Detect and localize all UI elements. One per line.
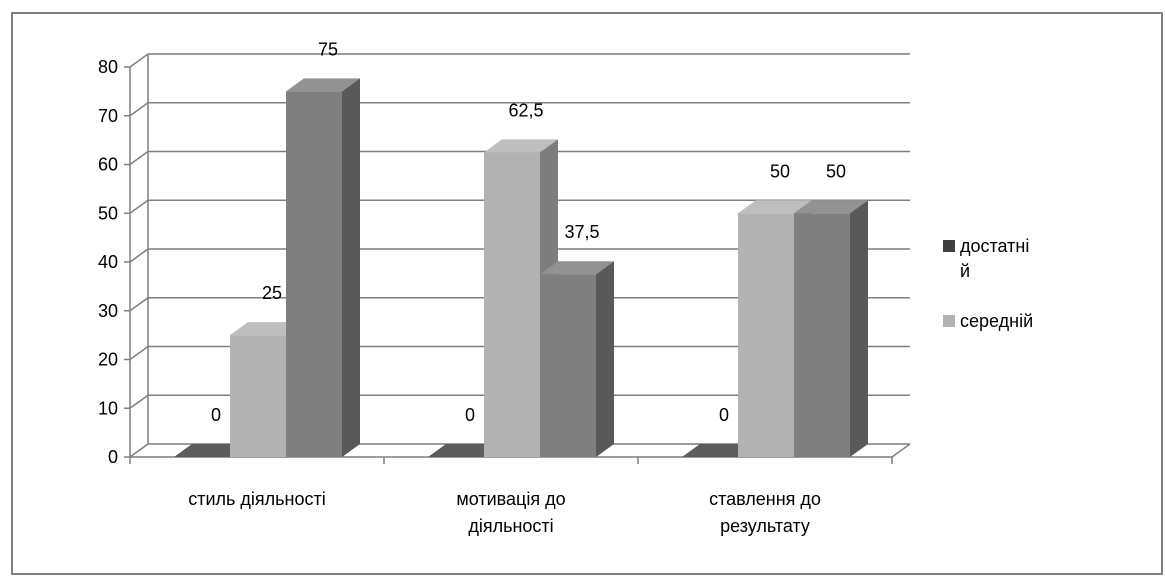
- data-label: 62,5: [508, 100, 543, 120]
- x-category-label: мотивація до: [456, 489, 565, 509]
- bar-top: [428, 444, 502, 457]
- bar-top: [794, 200, 868, 214]
- bar-top: [174, 444, 248, 457]
- y-tick-label: 70: [98, 106, 118, 126]
- x-category-label: ставлення до: [709, 489, 821, 509]
- data-label: 37,5: [564, 222, 599, 242]
- gridline-side: [129, 150, 149, 166]
- data-label: 75: [318, 39, 338, 59]
- y-tick-label: 30: [98, 301, 118, 321]
- bar-top: [682, 444, 756, 457]
- y-tick-label: 60: [98, 155, 118, 175]
- x-category-label: діяльності: [468, 516, 553, 536]
- legend-swatch: [943, 315, 955, 327]
- bar-front: [484, 152, 540, 457]
- y-tick-label: 20: [98, 350, 118, 370]
- bar-front: [286, 91, 342, 457]
- data-label: 50: [770, 161, 790, 181]
- bar-side: [850, 200, 868, 457]
- bar-front: [738, 213, 794, 457]
- data-label: 50: [826, 161, 846, 181]
- x-category-label: стиль діяльності: [188, 489, 326, 509]
- bar-top: [484, 139, 558, 153]
- gridline-side: [129, 443, 149, 458]
- gridline-side: [129, 297, 149, 312]
- floor-right-edge: [891, 443, 911, 458]
- bar-top: [540, 261, 614, 275]
- legend-label: й: [960, 261, 970, 281]
- gridline-side: [129, 394, 149, 409]
- legend-swatch: [943, 240, 955, 252]
- gridline-side: [129, 199, 149, 214]
- bar-top: [286, 78, 360, 92]
- bar-front: [230, 335, 286, 457]
- bar-top: [230, 322, 304, 336]
- bar-side: [342, 78, 360, 457]
- x-category-label: результату: [720, 516, 810, 536]
- gridline-side: [129, 345, 149, 361]
- y-tick-label: 0: [108, 447, 118, 467]
- y-tick-label: 80: [98, 57, 118, 77]
- bar-top: [738, 200, 812, 214]
- data-label: 0: [211, 405, 221, 425]
- bar-front: [794, 213, 850, 457]
- data-label: 25: [262, 283, 282, 303]
- y-tick-label: 40: [98, 252, 118, 272]
- gridline-side: [129, 248, 149, 263]
- y-tick-label: 10: [98, 398, 118, 418]
- bar-front: [540, 274, 596, 457]
- data-label: 0: [719, 405, 729, 425]
- data-label: 0: [465, 405, 475, 425]
- gridline-side: [129, 102, 149, 117]
- legend-label: середній: [960, 311, 1033, 331]
- gridline-side: [129, 53, 149, 68]
- y-tick-label: 50: [98, 203, 118, 223]
- legend-label: достатні: [960, 236, 1029, 256]
- bar-side: [596, 261, 614, 457]
